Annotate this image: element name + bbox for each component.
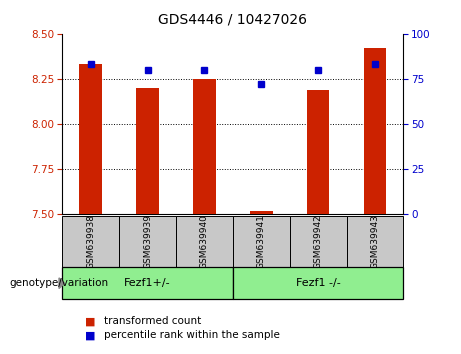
Bar [62, 216, 119, 267]
Text: ■: ■ [85, 330, 96, 340]
Text: GSM639942: GSM639942 [313, 214, 323, 269]
Bar [347, 216, 403, 267]
Text: GSM639943: GSM639943 [371, 214, 379, 269]
Text: transformed count: transformed count [104, 316, 201, 326]
Text: GDS4446 / 10427026: GDS4446 / 10427026 [158, 12, 307, 27]
Text: genotype/variation: genotype/variation [9, 278, 108, 288]
Bar [193, 79, 216, 214]
Text: Fezf1+/-: Fezf1+/- [124, 278, 171, 288]
Bar [136, 88, 159, 214]
Text: GSM639940: GSM639940 [200, 214, 209, 269]
Text: GSM639941: GSM639941 [257, 214, 266, 269]
Text: GSM639939: GSM639939 [143, 214, 152, 269]
Bar [250, 211, 272, 214]
Bar [79, 64, 102, 214]
Bar [290, 216, 347, 267]
Bar [307, 90, 330, 214]
Bar [233, 267, 403, 299]
Text: Fezf1 -/-: Fezf1 -/- [296, 278, 341, 288]
Bar [119, 216, 176, 267]
Bar [62, 267, 233, 299]
Polygon shape [59, 278, 65, 289]
Text: percentile rank within the sample: percentile rank within the sample [104, 330, 280, 340]
Bar [364, 48, 386, 214]
Bar [176, 216, 233, 267]
Text: GSM639938: GSM639938 [86, 214, 95, 269]
Bar [233, 216, 290, 267]
Text: ■: ■ [85, 316, 96, 326]
